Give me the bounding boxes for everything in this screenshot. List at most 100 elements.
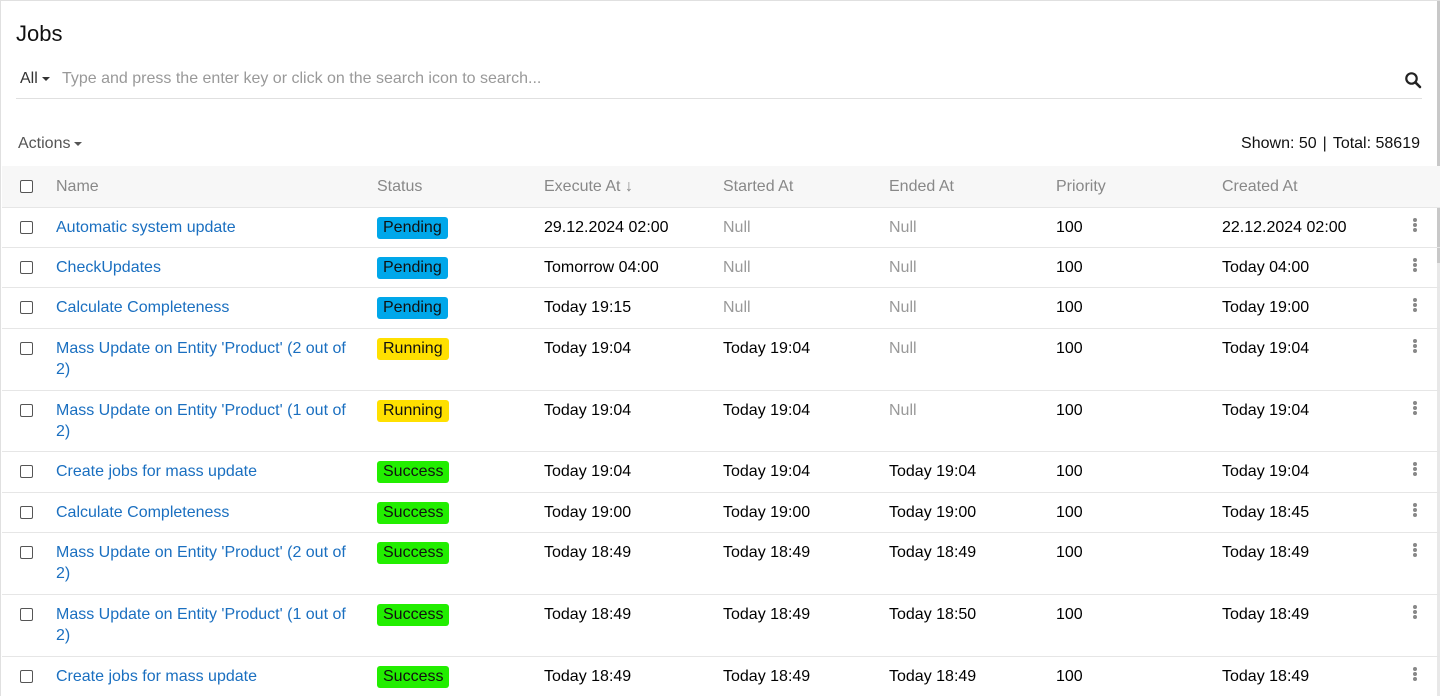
column-header-ended-at[interactable]: Ended At	[889, 178, 954, 195]
status-badge: Running	[377, 338, 449, 360]
table-row: CheckUpdates Pending Tomorrow 04:00 Null Nul…	[2, 248, 1440, 288]
row-checkbox[interactable]	[20, 342, 33, 355]
more-options-icon[interactable]	[1412, 605, 1418, 621]
status-cell: Success	[377, 542, 450, 564]
row-checkbox[interactable]	[20, 301, 33, 314]
scrollbar-thumb[interactable]	[1437, 1, 1440, 263]
job-name-link[interactable]: Automatic system update	[56, 219, 236, 236]
execute-at-cell: Today 19:00	[544, 504, 632, 521]
job-name-link[interactable]: Mass Update on Entity 'Product' (1 out o…	[56, 402, 346, 440]
job-name-link[interactable]: Calculate Completeness	[56, 504, 230, 521]
priority-cell: 100	[1056, 299, 1083, 316]
table-row: Calculate Completeness Success Today 19:00…	[2, 493, 1440, 533]
jobs-table: Name Status Execute At ↓ Started At Ende…	[2, 166, 1440, 696]
row-checkbox[interactable]	[20, 221, 33, 234]
more-options-icon[interactable]	[1412, 298, 1418, 314]
job-name-link[interactable]: Calculate Completeness	[56, 299, 230, 316]
execute-at-cell: Tomorrow 04:00	[544, 259, 659, 276]
ended-at-cell: Null	[889, 259, 917, 276]
row-checkbox[interactable]	[20, 465, 33, 478]
execute-at-cell: Today 19:04	[544, 463, 632, 480]
ended-at-cell: Today 19:00	[889, 504, 977, 521]
job-name-link[interactable]: Create jobs for mass update	[56, 463, 257, 480]
actions-label: Actions	[18, 135, 71, 152]
ended-at-cell: Today 18:49	[889, 668, 977, 685]
more-options-icon[interactable]	[1412, 258, 1418, 274]
column-header-status[interactable]: Status	[377, 178, 423, 195]
execute-at-cell: Today 19:15	[544, 299, 632, 316]
status-badge: Success	[377, 604, 450, 626]
created-at-cell: Today 19:04	[1222, 402, 1310, 419]
job-name-link[interactable]: CheckUpdates	[56, 259, 161, 276]
name-cell: Mass Update on Entity 'Product' (1 out o…	[56, 604, 356, 646]
caret-down-icon	[74, 141, 83, 146]
job-name-link[interactable]: Mass Update on Entity 'Product' (1 out o…	[56, 606, 346, 644]
status-cell: Running	[377, 400, 449, 422]
total-count: Total: 58619	[1332, 135, 1420, 152]
priority-cell: 100	[1056, 544, 1083, 561]
name-cell: Calculate Completeness	[56, 502, 356, 523]
row-checkbox[interactable]	[20, 506, 33, 519]
column-header-created-at[interactable]: Created At	[1222, 178, 1298, 195]
more-options-icon[interactable]	[1412, 401, 1418, 417]
search-bar: All	[16, 61, 1422, 99]
status-badge: Success	[377, 502, 450, 524]
priority-cell: 100	[1056, 668, 1083, 685]
table-row: Mass Update on Entity 'Product' (2 out o…	[2, 533, 1440, 595]
started-at-cell: Today 19:04	[723, 340, 811, 357]
execute-at-cell: Today 19:04	[544, 402, 632, 419]
actions-dropdown[interactable]: Actions	[18, 135, 83, 153]
search-icon[interactable]	[1404, 71, 1422, 89]
row-checkbox[interactable]	[20, 546, 33, 559]
name-cell: Mass Update on Entity 'Product' (2 out o…	[56, 338, 356, 380]
row-checkbox[interactable]	[20, 608, 33, 621]
more-options-icon[interactable]	[1412, 667, 1418, 683]
more-options-icon[interactable]	[1412, 339, 1418, 355]
status-cell: Success	[377, 604, 450, 626]
name-cell: CheckUpdates	[56, 257, 356, 278]
sort-descending-icon: ↓	[624, 178, 633, 195]
job-name-link[interactable]: Mass Update on Entity 'Product' (2 out o…	[56, 340, 346, 378]
table-row: Create jobs for mass update Success Today …	[2, 657, 1440, 696]
job-name-link[interactable]: Create jobs for mass update	[56, 668, 257, 685]
name-cell: Automatic system update	[56, 217, 356, 238]
row-checkbox[interactable]	[20, 404, 33, 417]
more-options-icon[interactable]	[1412, 543, 1418, 559]
column-header-priority[interactable]: Priority	[1056, 178, 1106, 195]
column-header-name[interactable]: Name	[56, 178, 99, 195]
created-at-cell: Today 19:00	[1222, 299, 1310, 316]
priority-cell: 100	[1056, 463, 1083, 480]
table-row: Mass Update on Entity 'Product' (2 out o…	[2, 329, 1440, 391]
created-at-cell: 22.12.2024 02:00	[1222, 219, 1347, 236]
search-input[interactable]	[60, 67, 1380, 91]
execute-at-cell: 29.12.2024 02:00	[544, 219, 669, 236]
row-checkbox[interactable]	[20, 261, 33, 274]
shown-count: Shown: 50	[1241, 135, 1317, 152]
started-at-cell: Null	[723, 299, 751, 316]
status-badge: Success	[377, 542, 450, 564]
more-options-icon[interactable]	[1412, 503, 1418, 519]
ended-at-cell: Today 18:50	[889, 606, 977, 623]
column-header-execute-at[interactable]: Execute At ↓	[544, 178, 633, 196]
ended-at-cell: Today 18:49	[889, 544, 977, 561]
more-options-icon[interactable]	[1412, 462, 1418, 478]
ended-at-cell: Null	[889, 299, 917, 316]
column-header-execute-at-label: Execute At	[544, 178, 621, 195]
job-name-link[interactable]: Mass Update on Entity 'Product' (2 out o…	[56, 544, 346, 582]
created-at-cell: Today 19:04	[1222, 340, 1310, 357]
execute-at-cell: Today 19:04	[544, 340, 632, 357]
search-filter-dropdown[interactable]: All	[20, 70, 50, 88]
table-row: Create jobs for mass update Success Today …	[2, 452, 1440, 493]
row-checkbox[interactable]	[20, 670, 33, 683]
status-badge: Success	[377, 666, 450, 688]
more-options-icon[interactable]	[1412, 218, 1418, 234]
status-badge: Running	[377, 400, 449, 422]
scrollbar-track[interactable]	[1437, 1, 1440, 696]
status-badge: Pending	[377, 297, 448, 319]
created-at-cell: Today 19:04	[1222, 463, 1310, 480]
status-cell: Success	[377, 461, 450, 483]
column-header-started-at[interactable]: Started At	[723, 178, 794, 195]
status-badge: Pending	[377, 257, 448, 279]
table-row: Automatic system update Pending 29.12.2024…	[2, 208, 1440, 248]
select-all-checkbox[interactable]	[20, 180, 33, 193]
